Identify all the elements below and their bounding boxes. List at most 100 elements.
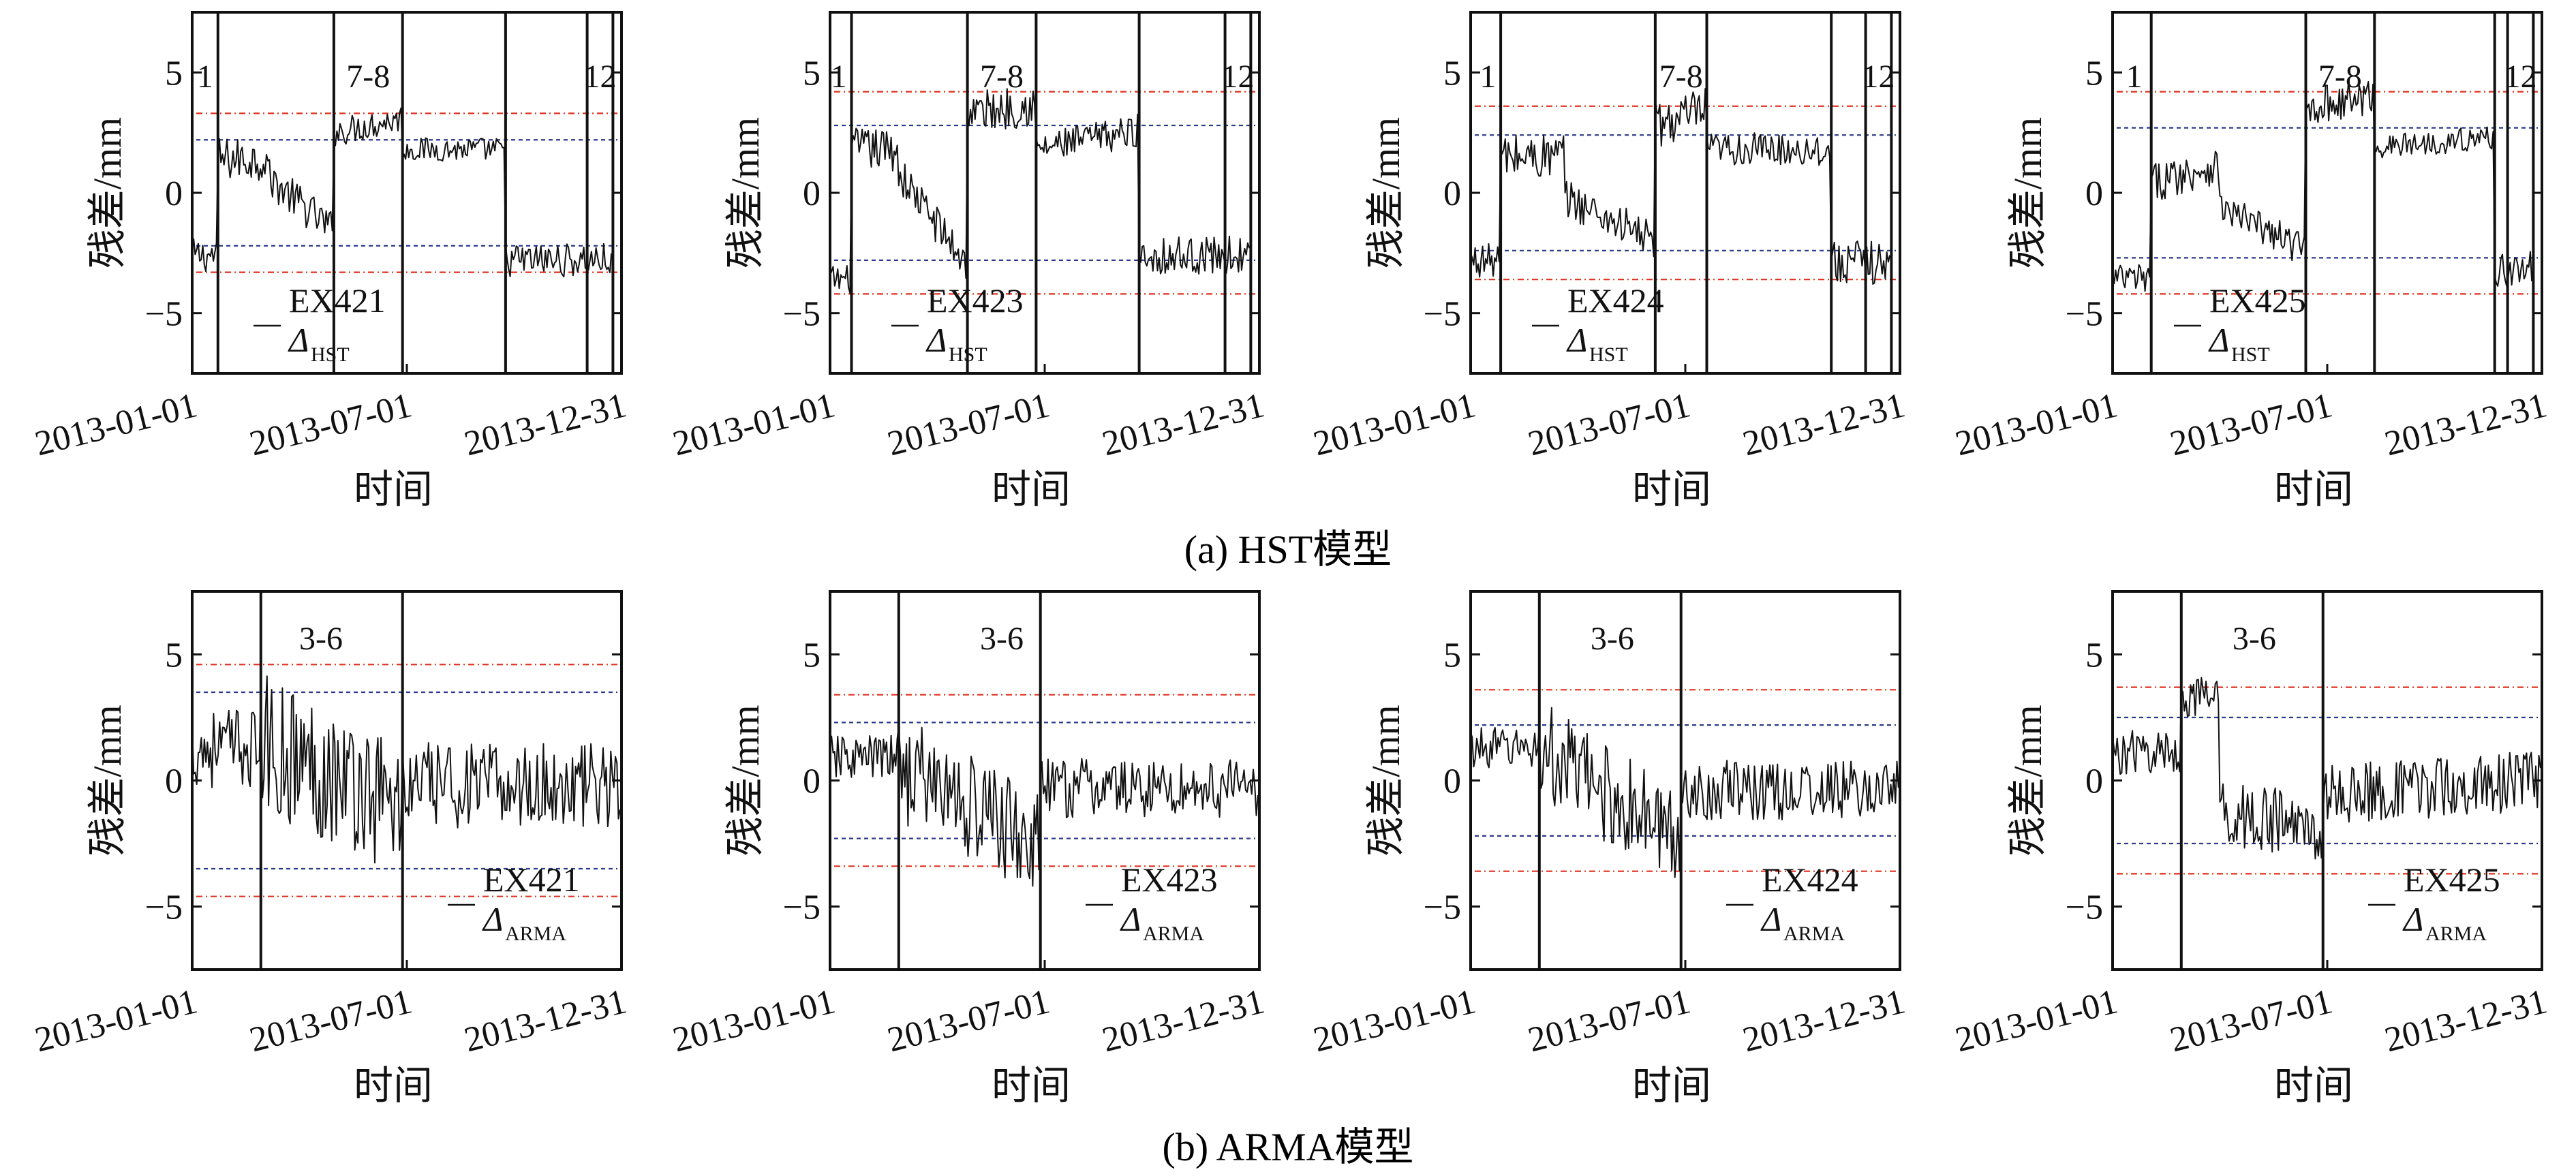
residual-series-EX423 — [829, 726, 1259, 887]
legend-series-name: EX425 — [2209, 281, 2306, 320]
y-tick-label: 0 — [1443, 762, 1461, 801]
y-tick-label: 0 — [2085, 174, 2103, 213]
legend-threshold-subscript: HST — [1589, 343, 1628, 366]
residual-series-EX425 — [2112, 80, 2533, 292]
legend-threshold-subscript: ARMA — [1783, 923, 1845, 945]
legend-threshold-symbol: Δ — [925, 321, 947, 359]
x-axis-label: 时间 — [354, 467, 433, 512]
zone-label: 3-6 — [1591, 621, 1634, 657]
legend-threshold-symbol: Δ — [2208, 321, 2229, 359]
y-tick-label: −5 — [145, 295, 183, 334]
zone-label: 1 — [197, 59, 213, 95]
y-tick-label: −5 — [145, 888, 183, 927]
x-tick-label: 2013-07-01 — [1524, 982, 1694, 1059]
plot-frame — [191, 11, 623, 375]
chart-panel-b1: 3-6 −5 0 5 残差/mm 2013-01-01 2013-07-01 2013-12-… — [31, 590, 630, 1108]
x-tick-label: 2013-12-31 — [461, 386, 630, 463]
chart-panel-a4: 1 7-8 12 −5 0 5 残差/mm 2013-01-01 2013-07-01 2013-… — [1952, 11, 2551, 512]
x-tick-label: 2013-07-01 — [246, 386, 416, 463]
x-tick-label: 2013-12-31 — [1739, 386, 1909, 463]
y-axis-label: 残差/mm — [1364, 117, 1408, 268]
y-tick-label: 0 — [2085, 762, 2103, 801]
zone-label: 1 — [831, 59, 847, 95]
zone-label: 12 — [1222, 59, 1255, 95]
legend-threshold-subscript: HST — [2231, 343, 2270, 366]
legend-threshold-symbol: Δ — [1120, 900, 1141, 938]
legend-threshold-symbol: Δ — [288, 321, 309, 359]
legend-threshold-subscript: HST — [949, 343, 987, 366]
x-tick-label: 2013-07-01 — [246, 982, 416, 1059]
y-tick-label: 0 — [1443, 174, 1461, 213]
x-tick-label: 2013-12-31 — [1099, 982, 1268, 1059]
legend-series-name: EX424 — [1567, 281, 1664, 320]
x-tick-label: 2013-01-01 — [31, 982, 201, 1059]
x-tick-label: 2013-07-01 — [2166, 982, 2336, 1059]
caption-hst: (a) HST模型 — [1184, 527, 1392, 572]
y-axis-label: 残差/mm — [723, 117, 767, 268]
x-axis-label: 时间 — [992, 1064, 1071, 1108]
legend-threshold-subscript: ARMA — [1143, 923, 1204, 945]
x-tick-label: 2013-01-01 — [669, 982, 839, 1059]
y-axis-label: 残差/mm — [723, 705, 767, 856]
zone-label: 7-8 — [980, 59, 1024, 95]
x-tick-label: 2013-01-01 — [1952, 982, 2121, 1059]
caption-arma: (b) ARMA模型 — [1163, 1125, 1414, 1169]
legend-series-name: EX423 — [927, 281, 1024, 320]
residual-series-EX424 — [1470, 88, 1891, 285]
y-axis-label: 残差/mm — [85, 117, 129, 268]
y-tick-label: −5 — [783, 295, 821, 334]
x-tick-label: 2013-07-01 — [884, 982, 1054, 1059]
x-tick-label: 2013-01-01 — [31, 386, 201, 463]
x-tick-label: 2013-07-01 — [1524, 386, 1694, 463]
residual-series-EX424 — [1470, 707, 1899, 878]
chart-panel-a3: 1 7-8 12 −5 0 5 残差/mm 2013-01-01 2013-07-01 2013-… — [1310, 11, 1909, 512]
residual-series-EX421 — [191, 675, 621, 864]
y-tick-label: 0 — [165, 174, 183, 213]
x-tick-label: 2013-12-31 — [461, 982, 630, 1059]
chart-panel-b3: 3-6 −5 0 5 残差/mm 2013-01-01 2013-07-01 2013-12-… — [1310, 590, 1909, 1108]
y-tick-label: 5 — [803, 636, 821, 675]
x-tick-label: 2013-01-01 — [1952, 386, 2121, 463]
x-axis-label: 时间 — [992, 467, 1071, 512]
legend-threshold-symbol: Δ — [1566, 321, 1587, 359]
legend-threshold-symbol: Δ — [2402, 900, 2423, 938]
y-tick-label: −5 — [1424, 888, 1461, 927]
legend-threshold-subscript: HST — [311, 343, 350, 366]
zone-label: 1 — [1479, 59, 1496, 95]
x-tick-label: 2013-07-01 — [2166, 386, 2336, 463]
plot-frame — [829, 590, 1261, 971]
zone-label: 7-8 — [2318, 59, 2362, 95]
y-axis-label: 残差/mm — [2006, 117, 2050, 268]
x-tick-label: 2013-12-31 — [1739, 982, 1909, 1059]
x-axis-label: 时间 — [354, 1064, 433, 1108]
legend-threshold-symbol: Δ — [1760, 900, 1781, 938]
legend-series-name: EX423 — [1121, 861, 1218, 899]
x-tick-label: 2013-07-01 — [884, 386, 1054, 463]
plot-frame — [829, 11, 1261, 375]
residual-series-EX421 — [191, 107, 613, 277]
x-tick-label: 2013-01-01 — [1310, 982, 1479, 1059]
y-tick-label: 5 — [165, 636, 183, 675]
y-tick-label: 5 — [2085, 54, 2103, 93]
legend-threshold-subscript: ARMA — [2425, 923, 2487, 945]
legend-series-name: EX425 — [2404, 861, 2500, 899]
y-tick-label: −5 — [2066, 888, 2103, 927]
x-tick-label: 2013-01-01 — [669, 386, 839, 463]
zone-label: 3-6 — [2233, 621, 2276, 657]
y-tick-label: 5 — [2085, 636, 2103, 675]
legend-series-name: EX421 — [483, 861, 580, 899]
y-axis-label: 残差/mm — [2006, 705, 2050, 856]
y-tick-label: 5 — [1443, 636, 1461, 675]
y-tick-label: 5 — [1443, 54, 1461, 93]
zone-label: 3-6 — [299, 621, 343, 657]
y-axis-label: 残差/mm — [85, 705, 129, 856]
x-axis-label: 时间 — [2274, 1064, 2353, 1108]
zone-label: 7-8 — [1659, 59, 1703, 95]
y-tick-label: 5 — [165, 54, 183, 93]
legend-threshold-symbol: Δ — [482, 900, 503, 938]
y-tick-label: −5 — [1424, 295, 1461, 334]
residual-series-EX423 — [829, 88, 1251, 294]
x-tick-label: 2013-12-31 — [1099, 386, 1268, 463]
zone-label: 12 — [584, 59, 617, 95]
